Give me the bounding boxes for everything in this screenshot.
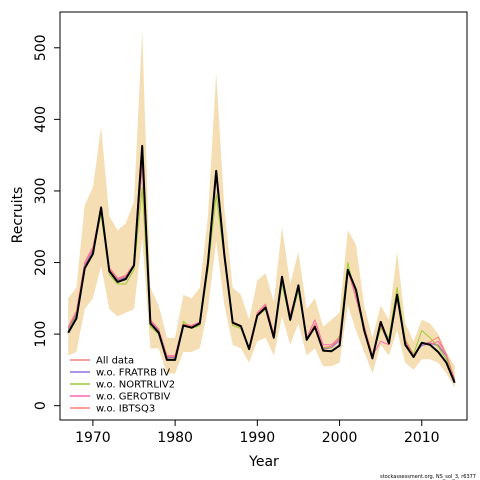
x-axis-label: Year <box>248 454 279 470</box>
y-tick-label: 300 <box>33 178 49 205</box>
y-tick-label: 100 <box>33 321 49 348</box>
x-tick-label: 2010 <box>404 430 440 446</box>
x-tick-label: 1990 <box>240 430 276 446</box>
y-axis-label: Recruits <box>10 187 26 244</box>
y-tick-label: 400 <box>33 106 49 133</box>
y-tick-label: 200 <box>33 249 49 276</box>
x-axis: 1970 1980 1990 2000 2010 <box>75 419 440 446</box>
credit-text: stockassessment.org, NS_sol_3, r6377 <box>380 474 476 480</box>
series-line-final-estimate <box>67 144 456 384</box>
legend-label: w.o. GEROTBIV <box>96 392 171 403</box>
y-tick-label: 500 <box>33 34 49 61</box>
confidence-band-layer <box>68 29 455 388</box>
series-lines-layer <box>67 144 456 384</box>
x-tick-label: 2000 <box>322 430 358 446</box>
x-tick-label: 1980 <box>157 430 193 446</box>
legend-label: w.o. NORTRLIV2 <box>96 380 175 391</box>
legend-label: w.o. IBTSQ3 <box>96 404 155 415</box>
x-tick-label: 1970 <box>75 430 111 446</box>
legend-label: All data <box>96 356 134 367</box>
legend-label: w.o. FRATRB IV <box>96 368 170 379</box>
y-tick-label: 0 <box>33 401 49 410</box>
y-axis: 0 100 200 300 400 500 <box>33 34 61 410</box>
confidence-band <box>68 29 455 388</box>
